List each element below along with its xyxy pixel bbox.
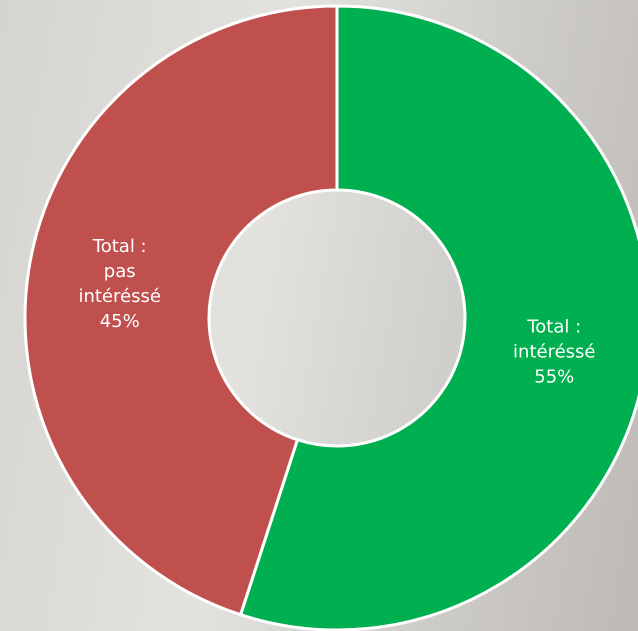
chart: Total : intéréssé55% Total : pas intéréss… [0, 0, 638, 631]
value-label: 55% [512, 365, 596, 390]
category-label: Total : intéréssé [512, 315, 596, 365]
category-label: Total : pas intéréssé [78, 234, 162, 309]
value-label: 45% [78, 309, 162, 334]
